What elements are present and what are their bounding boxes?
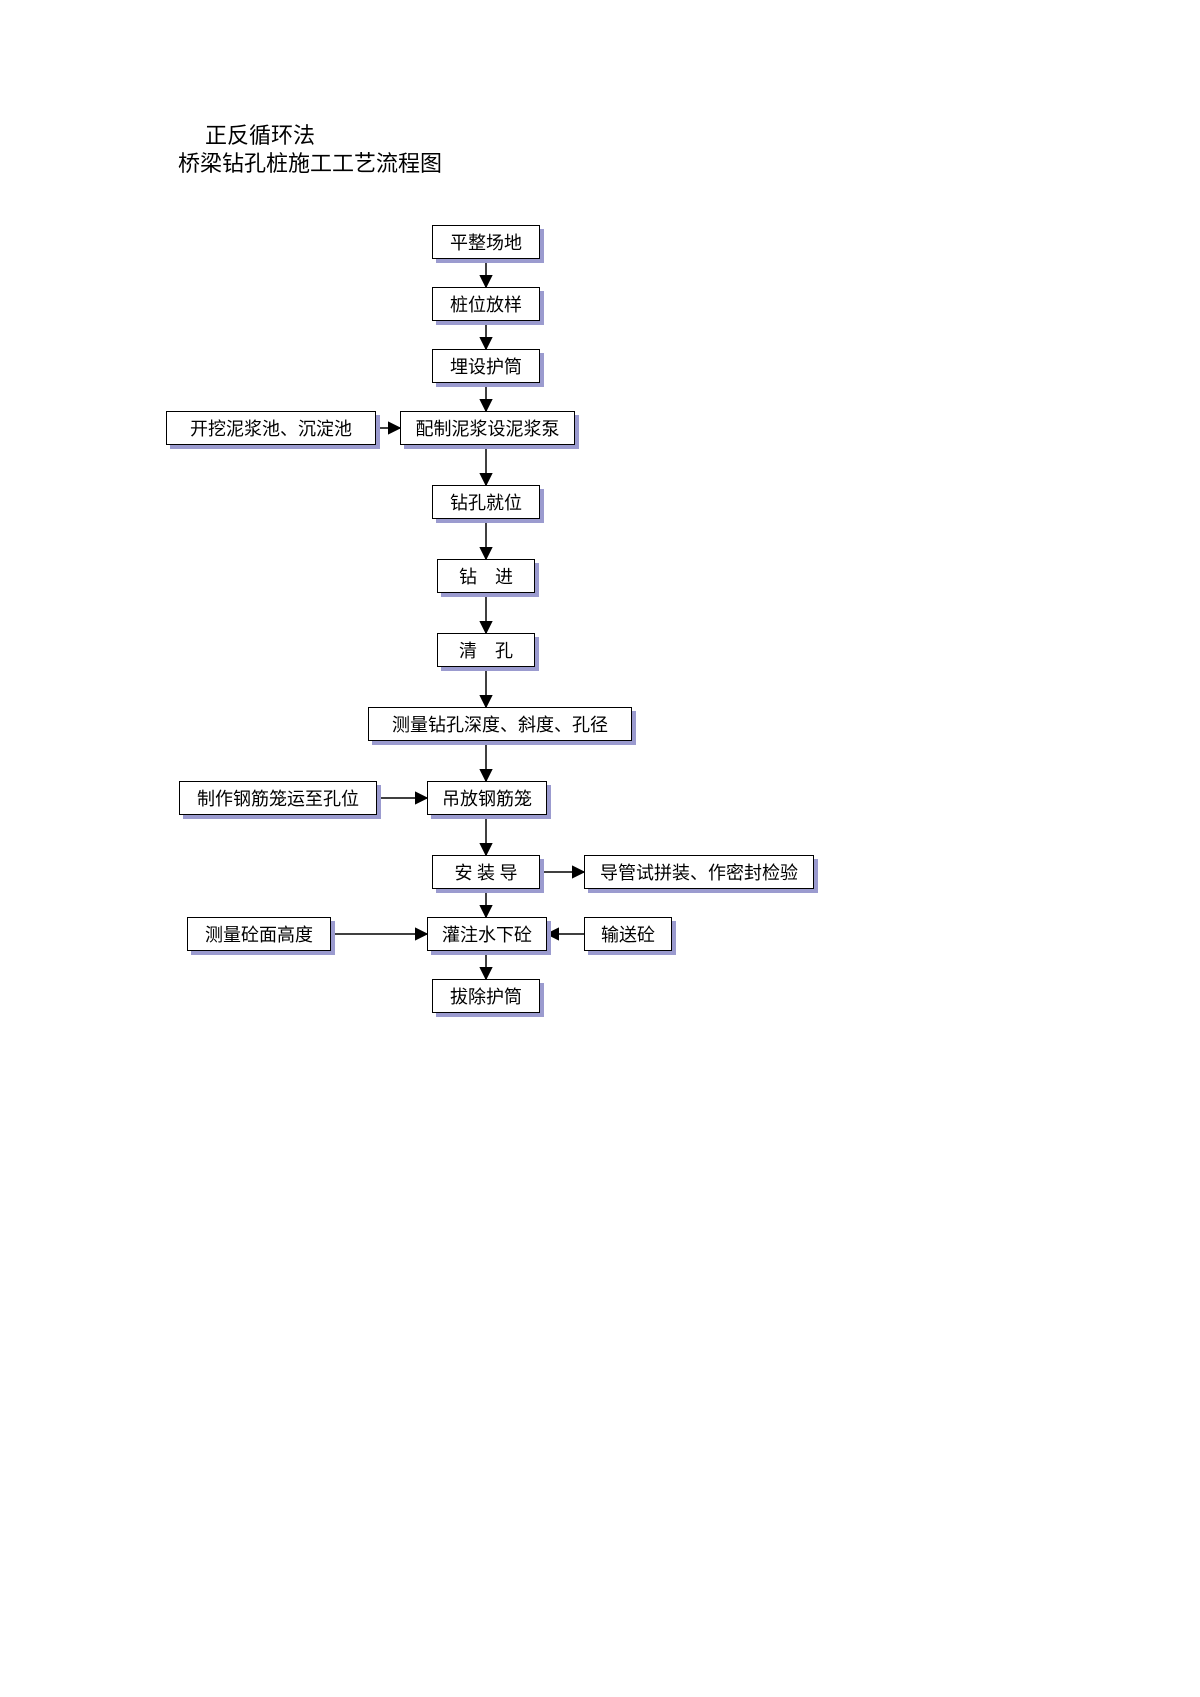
- flow-node-n5: 钻孔就位: [432, 485, 540, 519]
- flow-node-n11b: 输送砼: [584, 917, 672, 951]
- flow-node-n11: 灌注水下砼: [427, 917, 547, 951]
- flow-node-n10: 安 装 导: [432, 855, 540, 889]
- flow-node-n9a: 制作钢筋笼运至孔位: [179, 781, 377, 815]
- flow-node-n1: 平整场地: [432, 225, 540, 259]
- flow-node-n4a: 开挖泥浆池、沉淀池: [166, 411, 376, 445]
- flow-node-n7: 清 孔: [437, 633, 535, 667]
- flow-node-n4: 配制泥浆设泥浆泵: [400, 411, 575, 445]
- flow-node-n6: 钻 进: [437, 559, 535, 593]
- flow-node-n12: 拔除护筒: [432, 979, 540, 1013]
- flowchart-canvas: 正反循环法 桥梁钻孔桩施工工艺流程图 平整场地桩位放样埋设护筒开挖泥浆池、沉淀池…: [0, 0, 1200, 1697]
- flow-node-n10b: 导管试拼装、作密封检验: [584, 855, 814, 889]
- flowchart-edges: [0, 0, 1200, 1697]
- flow-node-n3: 埋设护筒: [432, 349, 540, 383]
- flow-node-n9: 吊放钢筋笼: [427, 781, 547, 815]
- flow-node-n2: 桩位放样: [432, 287, 540, 321]
- flow-node-n11a: 测量砼面高度: [187, 917, 331, 951]
- flow-node-n8: 测量钻孔深度、斜度、孔径: [368, 707, 632, 741]
- title-line-2: 桥梁钻孔桩施工工艺流程图: [178, 146, 442, 178]
